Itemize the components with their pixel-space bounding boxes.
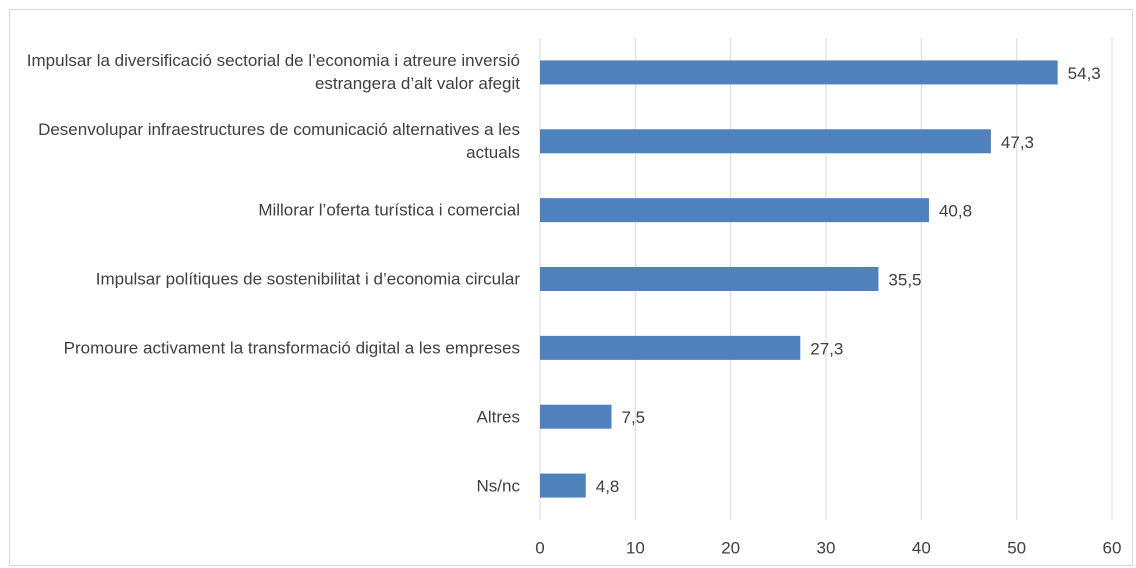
x-tick-label: 0: [535, 538, 544, 557]
bar: [540, 335, 801, 360]
x-tick-label: 50: [1007, 538, 1026, 557]
value-label: 7,5: [622, 408, 646, 427]
x-tick-label: 10: [626, 538, 645, 557]
x-tick-label: 20: [721, 538, 740, 557]
value-label: 40,8: [939, 202, 972, 221]
value-label: 27,3: [810, 339, 843, 358]
x-tick-label: 60: [1103, 538, 1122, 557]
bar: [540, 404, 612, 429]
category-label: Ns/nc: [476, 476, 520, 496]
bar: [540, 198, 929, 223]
category-label: Desenvolupar infraestructures de comunic…: [38, 120, 520, 163]
value-label: 47,3: [1001, 133, 1034, 152]
bar: [540, 473, 586, 498]
value-label: 4,8: [596, 477, 620, 496]
category-label: Altres: [476, 407, 520, 427]
category-label: Millorar l’oferta turística i comercial: [258, 200, 520, 220]
bar: [540, 129, 991, 154]
chart-border: [9, 9, 1133, 566]
category-label: Impulsar la diversificació sectorial de …: [26, 51, 520, 94]
bar: [540, 267, 879, 291]
bar: [540, 60, 1058, 85]
value-label: 35,5: [888, 270, 921, 289]
category-label: Promoure activament la transformació dig…: [63, 338, 520, 358]
x-tick-label: 30: [817, 538, 836, 557]
value-label: 54,3: [1068, 64, 1101, 83]
category-label: Impulsar polítiques de sostenibilitat i …: [95, 269, 520, 289]
x-tick-label: 40: [912, 538, 931, 557]
